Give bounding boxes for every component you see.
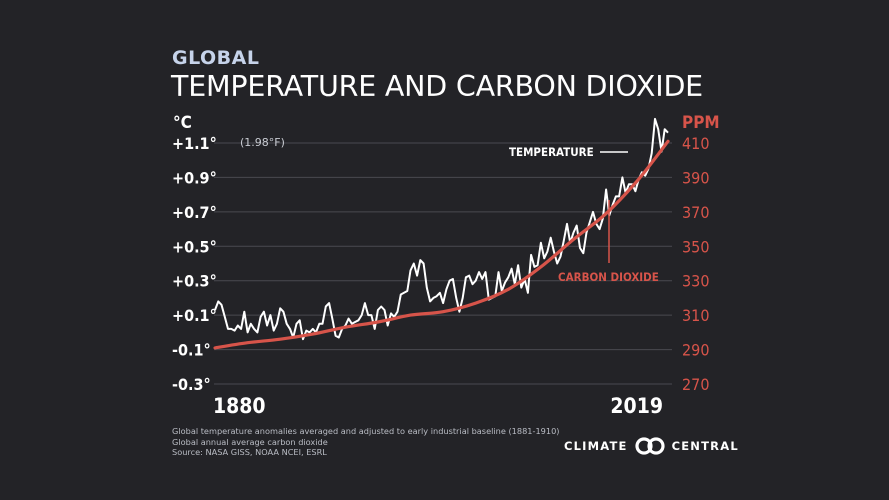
x-axis-ticks: 1880 2019	[213, 394, 663, 418]
right-tick-label: 270	[682, 375, 709, 394]
right-tick-label: 410	[682, 134, 709, 153]
chart: +1.1° +0.9° +0.7° +0.5° +0.3° +0.1° -0.1° -0.3°…	[172, 113, 720, 418]
right-tick-label: 330	[682, 272, 709, 291]
left-tick-label: -0.1°	[172, 341, 211, 360]
chart-subtitle: GLOBAL	[172, 47, 260, 69]
footnotes: Global temperature anomalies averaged an…	[172, 426, 560, 458]
co2-annotation: CARBON DIOXIDE	[558, 270, 659, 284]
temperature-line	[214, 117, 669, 341]
interlocking-circles-logo-icon	[635, 437, 665, 455]
brand-left: CLIMATE	[564, 439, 628, 453]
right-tick-label: 310	[682, 306, 709, 325]
left-tick-label: +1.1°	[172, 134, 217, 153]
left-tick-label: -0.3°	[172, 375, 211, 394]
left-tick-label: +0.5°	[172, 237, 217, 256]
footnote-source: Source: NASA GISS, NOAA NCEI, ESRL	[172, 447, 327, 457]
footnote-co2: Global annual average carbon dioxide	[172, 436, 328, 447]
x-tick-label-start: 1880	[213, 394, 266, 418]
left-axis-unit: °C	[173, 113, 192, 133]
chart-title: TEMPERATURE AND CARBON DIOXIDE	[171, 70, 703, 103]
co2-line	[213, 139, 670, 350]
gridlines	[214, 142, 672, 385]
x-tick-label-end: 2019	[610, 394, 663, 418]
brand-right: CENTRAL	[671, 439, 739, 453]
annotation-layer: TEMPERATURE CARBON DIOXIDE	[509, 145, 659, 284]
left-axis-ticks: +1.1° +0.9° +0.7° +0.5° +0.3° +0.1° -0.1° -0.3°	[172, 134, 217, 394]
left-tick-label: +0.1°	[172, 306, 217, 325]
footnote-temperature: Global temperature anomalies averaged an…	[172, 426, 560, 436]
left-tick-label: +0.3°	[172, 272, 217, 291]
right-tick-label: 370	[682, 203, 709, 222]
left-tick-label: +0.7°	[172, 203, 217, 222]
right-tick-label: 350	[682, 237, 709, 256]
right-axis-ticks: 410 390 370 350 330 310 290 270	[682, 134, 709, 394]
top-tick-note: (1.98°F)	[240, 136, 285, 149]
climate-central-logo: CLIMATE CENTRAL	[564, 437, 739, 455]
right-tick-label: 290	[682, 341, 709, 360]
series-layer	[213, 117, 670, 350]
right-tick-label: 390	[682, 168, 709, 187]
temperature-annotation: TEMPERATURE	[509, 145, 594, 159]
right-axis-unit: PPM	[682, 113, 720, 133]
left-tick-label: +0.9°	[172, 168, 217, 187]
